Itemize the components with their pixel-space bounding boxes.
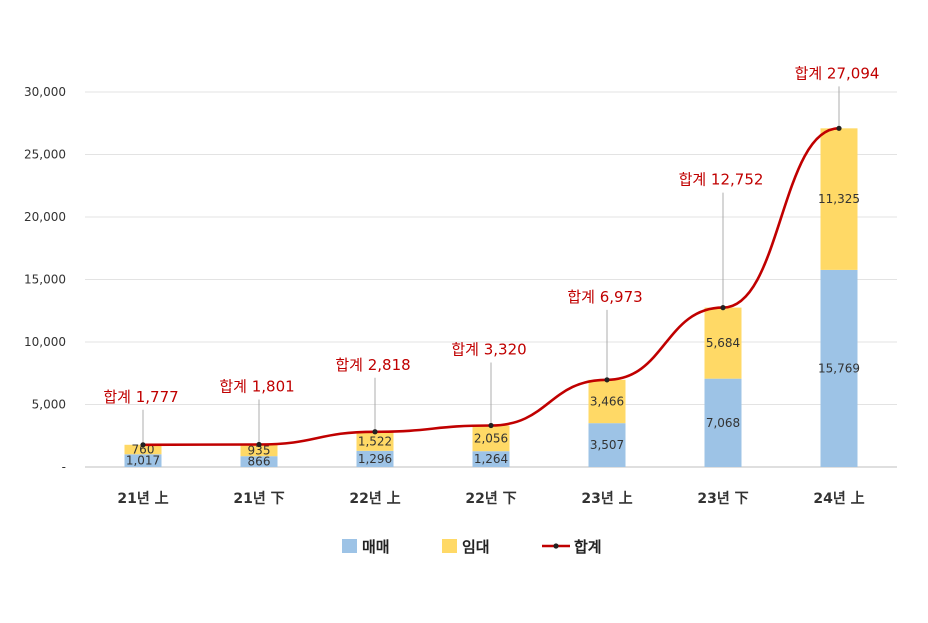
legend-swatch-sale — [342, 539, 357, 553]
bar-rent — [820, 128, 858, 270]
total-label: 합계 1,801 — [219, 377, 294, 395]
data-label-sale: 15,769 — [818, 361, 860, 375]
total-point — [720, 305, 726, 311]
x-tick-label: 21년 下 — [233, 491, 284, 507]
total-label: 합계 6,973 — [567, 288, 642, 306]
y-tick-label: 15,000 — [24, 273, 66, 287]
legend-label-total: 합계 — [574, 538, 602, 556]
bar-rent — [472, 425, 510, 452]
data-label-sale: 3,507 — [590, 438, 624, 452]
bar-rent — [124, 444, 162, 455]
total-point — [836, 125, 842, 131]
legend-swatch-rent — [442, 539, 457, 553]
bar-sale — [240, 456, 278, 467]
bar-sale — [472, 451, 510, 467]
data-label-sale: 1,264 — [474, 452, 508, 466]
x-tick-label: 21년 上 — [117, 491, 168, 507]
data-label-rent: 5,684 — [706, 336, 740, 350]
data-label-rent: 2,056 — [474, 431, 508, 445]
data-label-sale: 1,296 — [358, 452, 392, 466]
data-label-rent: 11,325 — [818, 192, 860, 206]
total-series-line — [142, 127, 840, 447]
legend-label-rent: 임대 — [462, 538, 490, 556]
data-label-rent: 935 — [248, 443, 271, 457]
x-axis-ticks: 21년 上 21년 下 22년 上 22년 下 23년 上 23년 下 24년 上 — [117, 491, 864, 507]
y-tick-label: 30,000 — [24, 85, 66, 99]
data-label-sale: 7,068 — [706, 416, 740, 430]
total-label: 합계 3,320 — [451, 341, 526, 359]
bar-sale — [124, 454, 162, 467]
bar-rent — [240, 444, 278, 457]
data-label-rent: 3,466 — [590, 395, 624, 409]
total-point — [140, 442, 146, 448]
bar-sale — [356, 450, 394, 467]
leader-lines — [142, 86, 840, 445]
total-label: 합계 27,094 — [795, 64, 880, 82]
legend-label-sale: 매매 — [362, 538, 390, 556]
data-label-sale: 866 — [248, 455, 271, 469]
bar-rent — [588, 379, 626, 424]
x-tick-label: 22년 下 — [465, 491, 516, 507]
y-tick-label: - — [62, 460, 66, 474]
x-tick-label: 23년 下 — [697, 491, 748, 507]
x-tick-label: 23년 上 — [581, 491, 632, 507]
y-tick-label: 20,000 — [24, 210, 66, 224]
bar-rent — [356, 431, 394, 451]
y-axis-ticks: - 5,000 10,000 15,000 20,000 25,000 30,000 — [24, 85, 66, 474]
bar-rent — [704, 307, 742, 379]
gridlines — [85, 91, 897, 468]
bar-sale — [820, 269, 858, 467]
total-label: 합계 1,777 — [103, 388, 178, 406]
y-tick-label: 10,000 — [24, 335, 66, 349]
total-point — [488, 422, 494, 429]
bar-sale — [704, 378, 742, 467]
total-line — [140, 125, 842, 448]
data-label-rent: 1,522 — [358, 434, 392, 448]
total-point — [256, 441, 262, 448]
total-label: 합계 2,818 — [335, 356, 410, 374]
x-tick-label: 24년 上 — [813, 491, 864, 507]
bar-sale — [588, 423, 626, 467]
bars — [124, 128, 858, 467]
total-point — [372, 429, 378, 435]
y-tick-label: 25,000 — [24, 148, 66, 162]
data-label-sale: 1,017 — [126, 454, 160, 468]
legend: 매매 임대 합계 — [342, 538, 602, 556]
total-label: 합계 12,752 — [679, 171, 764, 189]
y-tick-label: 5,000 — [32, 398, 66, 412]
x-tick-label: 22년 上 — [349, 491, 400, 507]
total-point — [604, 377, 610, 383]
total-labels: 합계 1,777 합계 1,801 합계 2,818 합계 3,320 합계 6,973… — [103, 64, 879, 405]
legend-swatch-total-marker — [553, 543, 559, 549]
